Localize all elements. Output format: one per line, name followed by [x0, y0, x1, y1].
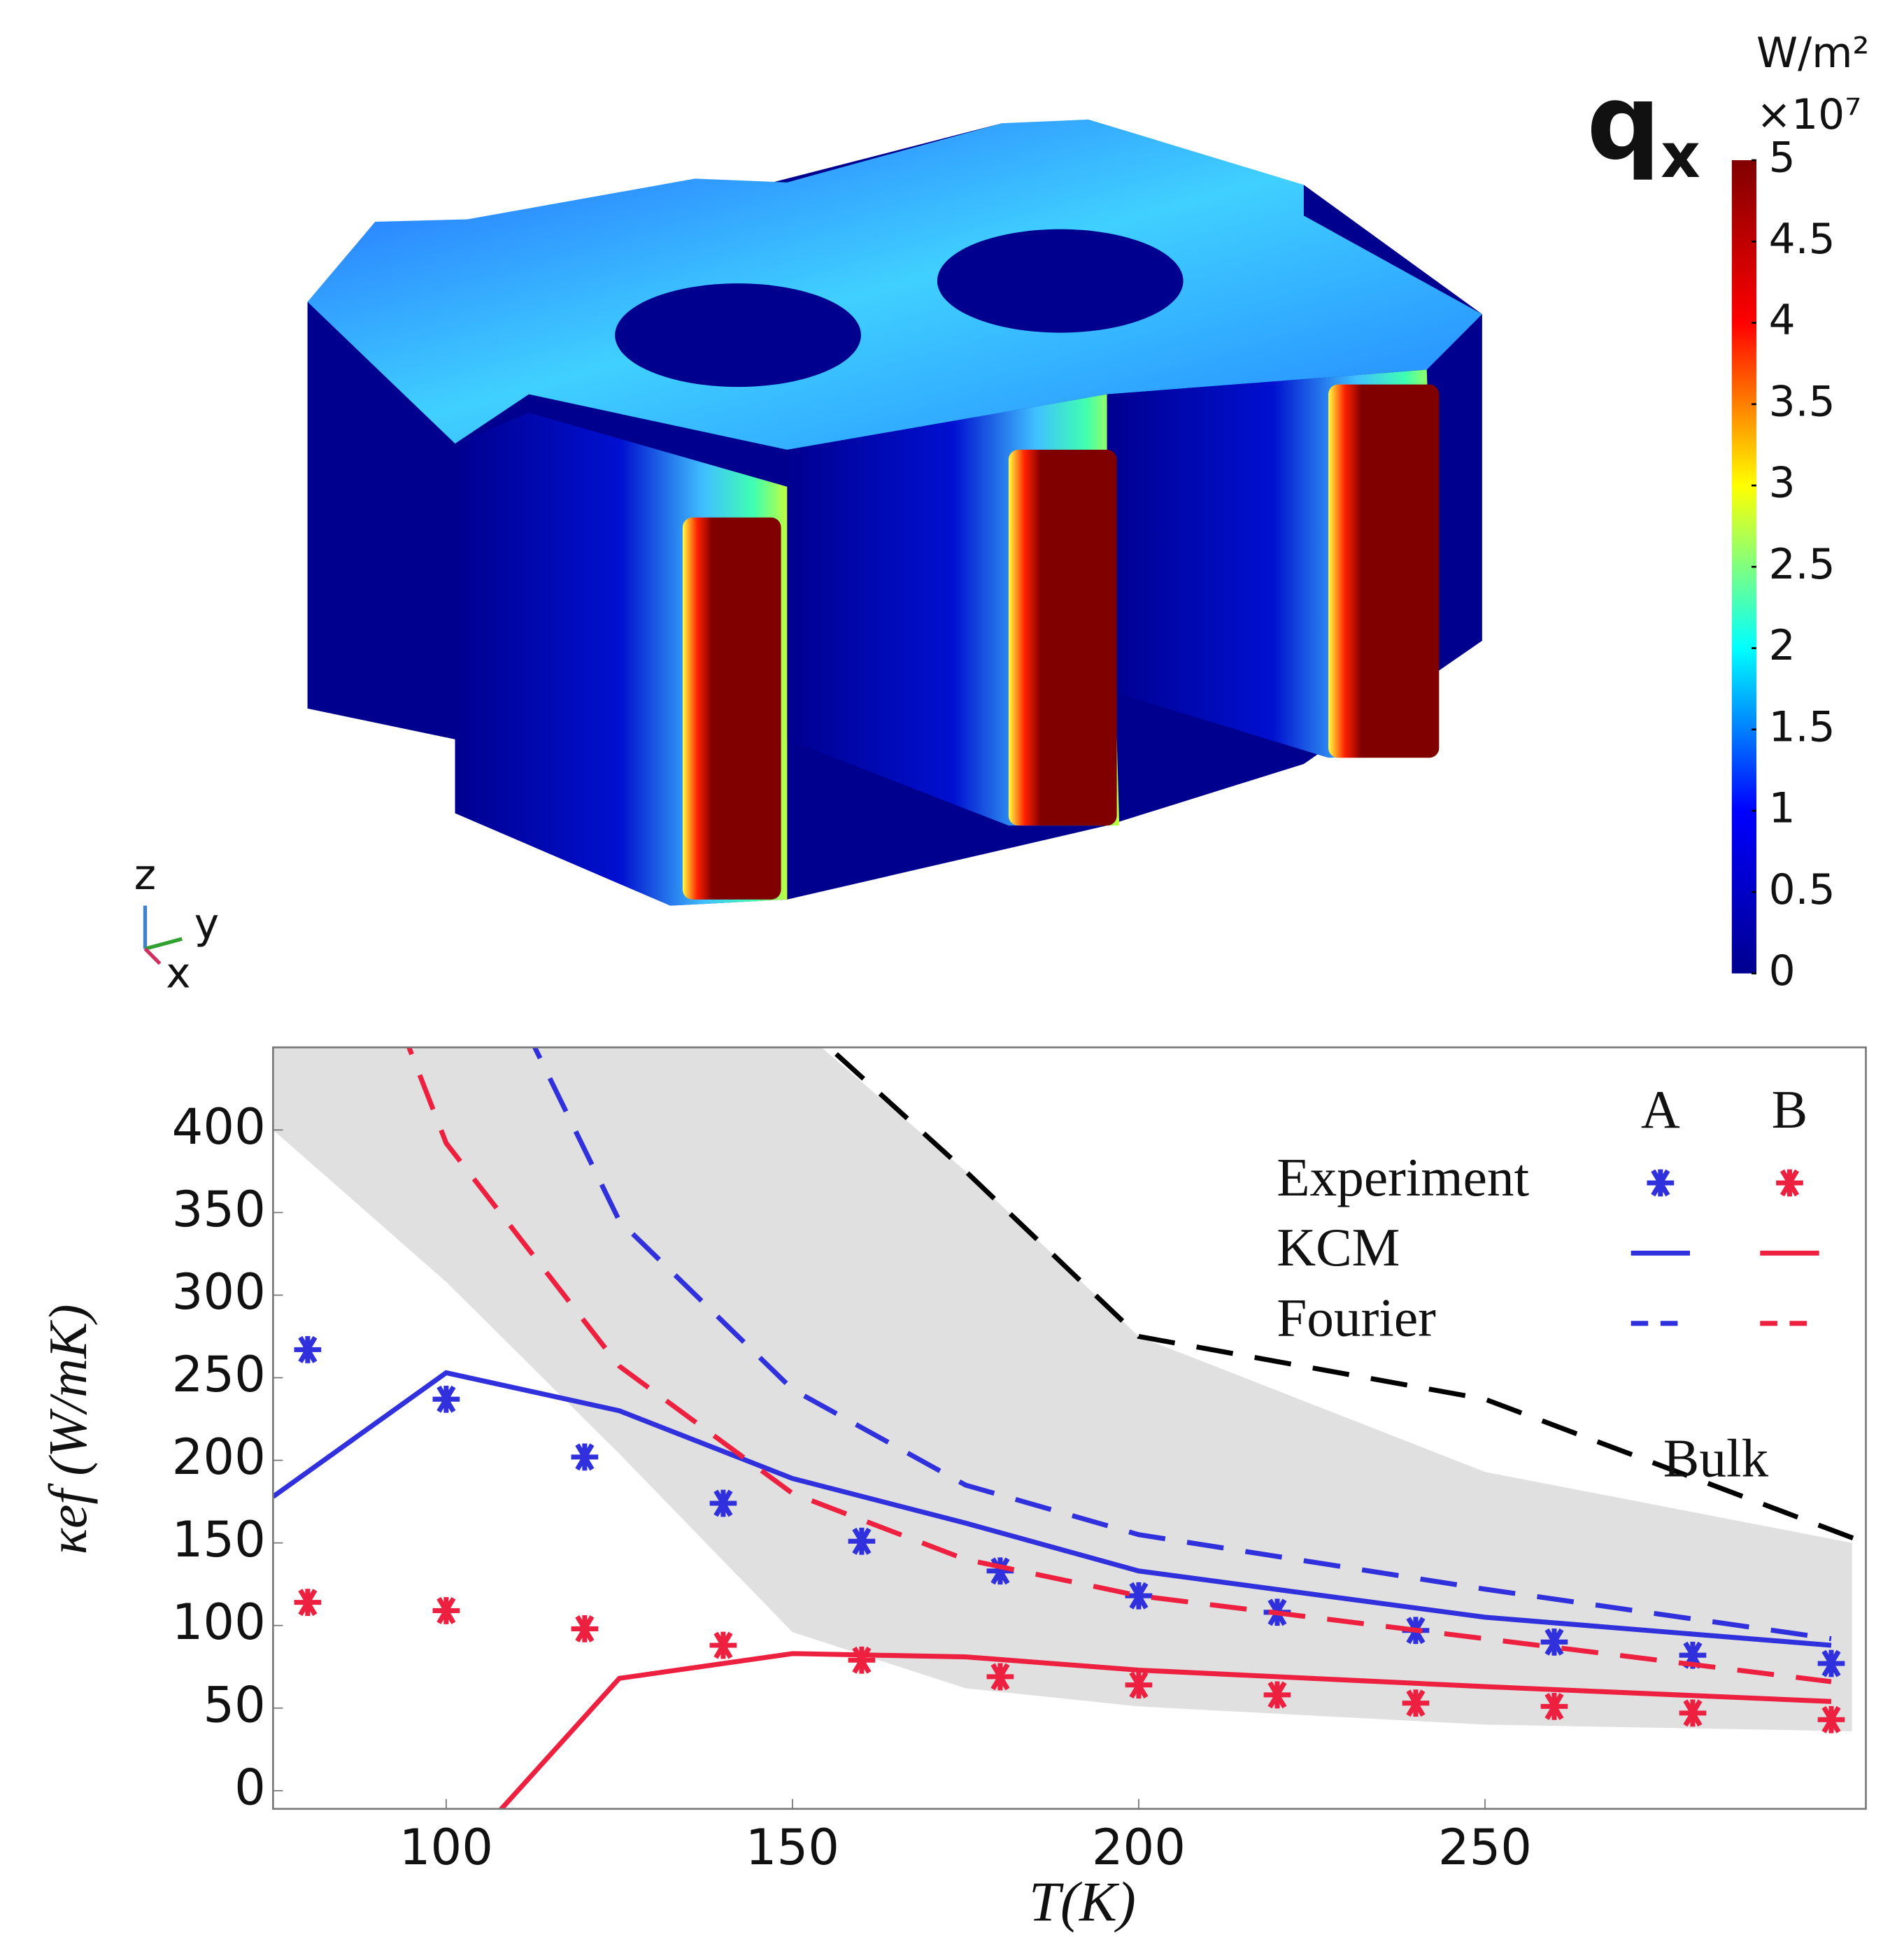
plot-area [273, 865, 1866, 1870]
star-marker [710, 1632, 737, 1659]
hole [937, 229, 1184, 333]
star-marker [433, 1386, 460, 1413]
y-tick-label: 0 [234, 1759, 266, 1816]
y-tick-label: 400 [172, 1098, 266, 1156]
range-band [273, 1023, 1852, 1731]
x-tick-label: 100 [399, 1819, 493, 1876]
y-tick-label: 350 [172, 1181, 266, 1238]
y-tick-label: 100 [172, 1594, 266, 1651]
plot: 100 150 200 250 0 50 100 150 200 250 300 350 400 T(K)… [38, 865, 1866, 1933]
legend-label: Experiment [1277, 1147, 1529, 1207]
colorbar-unit: W/m² [1756, 29, 1869, 78]
y-tick-label: 50 [203, 1676, 265, 1733]
colorbar-tick-label: 0.5 [1769, 865, 1835, 914]
legend-column-header: A [1641, 1079, 1680, 1140]
star-marker [433, 1597, 460, 1624]
x-tick-label: 150 [746, 1819, 839, 1876]
star-marker [294, 1589, 322, 1616]
colorbar-label-sub: x [1661, 120, 1700, 192]
legend-label: Fourier [1277, 1288, 1436, 1348]
legend-marker [1647, 1170, 1674, 1197]
legend-marker [1776, 1170, 1803, 1197]
colorbar-tick-label: 5 [1769, 134, 1796, 183]
star-marker [571, 1443, 599, 1470]
bulk-annotation: Bulk [1663, 1428, 1769, 1488]
colorbar-scale: ×10⁷ [1756, 90, 1861, 139]
colorbar-tick-label: 4.5 [1769, 215, 1835, 264]
y-tick-label: 300 [172, 1263, 266, 1321]
page-title: SILICON PHONONIC CRYSTALS [0, 0, 1239, 8]
legend-column-header: B [1772, 1079, 1808, 1140]
colorbar: qx W/m² ×10⁷ 0 0.5 1 1.5 2 2.5 3 3.5 4 4.5 5 [1586, 29, 1869, 995]
x-axis-label: T(K) [1029, 1870, 1136, 1933]
page: SILICON PHONONIC CRYSTALS z y x qx W/m² … [0, 0, 1904, 1937]
y-axis-label: κef (W/mK) [38, 1304, 98, 1554]
axes-triad: z y x [134, 851, 219, 998]
colorbar-label-main: q [1586, 62, 1661, 182]
hot-face [1009, 450, 1117, 825]
triad-z-label: z [134, 851, 156, 900]
y-tick-label: 150 [172, 1511, 266, 1568]
triad-y-label: y [194, 900, 219, 949]
y-tick-label: 250 [172, 1346, 266, 1403]
hot-face [683, 518, 781, 900]
legend-label: KCM [1277, 1217, 1400, 1277]
star-marker [294, 1336, 322, 1363]
triad-y [145, 939, 182, 949]
x-tick-label: 250 [1438, 1819, 1532, 1876]
y-tick-label: 200 [172, 1428, 266, 1486]
colorbar-tick-label: 3.5 [1769, 377, 1835, 426]
colorbar-tick-label: 4 [1769, 296, 1796, 345]
colorbar-label: qx [1586, 62, 1700, 192]
figure: SILICON PHONONIC CRYSTALS z y x qx W/m² … [0, 0, 1904, 1937]
colorbar-tick-label: 0 [1769, 946, 1796, 995]
colorbar-tick-label: 1 [1769, 784, 1796, 833]
triad-x [145, 949, 159, 963]
colorbar-tick-label: 2.5 [1769, 540, 1835, 589]
star-marker [571, 1615, 599, 1642]
hole [615, 283, 861, 387]
triad-x-label: x [166, 949, 190, 998]
colorbar-tick-label: 3 [1769, 459, 1796, 508]
x-tick-label: 200 [1092, 1819, 1186, 1876]
hot-face [1328, 385, 1439, 758]
simulation-render [308, 120, 1482, 906]
colorbar-tick-label: 2 [1769, 621, 1796, 670]
colorbar-tick-label: 1.5 [1769, 702, 1835, 751]
